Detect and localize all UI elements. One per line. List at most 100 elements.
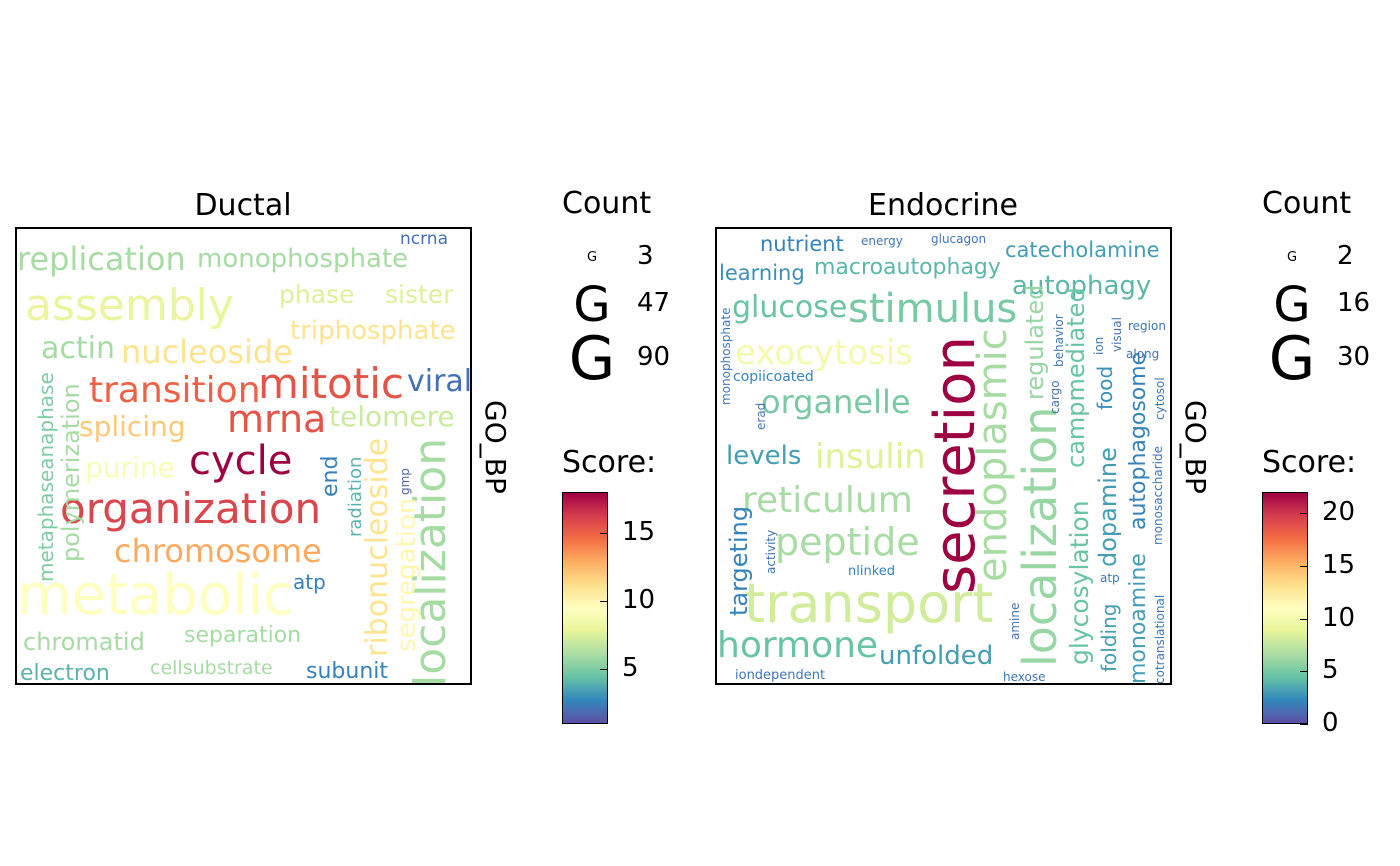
colorbar-tick-label: 10 xyxy=(622,585,656,616)
word-glucagon: glucagon xyxy=(931,232,986,246)
score-colorbar-ductal xyxy=(562,492,608,724)
word-mitotic: mitotic xyxy=(258,359,404,408)
word-stimulus: stimulus xyxy=(848,286,1017,332)
word-atp: atp xyxy=(293,570,326,594)
word-monoamine: monoamine xyxy=(1126,553,1151,684)
word-metabolic: metabolic xyxy=(17,563,294,628)
word-catecholamine: catecholamine xyxy=(1005,238,1160,262)
word-organization: organization xyxy=(60,484,321,533)
count-legend-value: 16 xyxy=(1337,288,1371,318)
word-glycosylation: glycosylation xyxy=(1065,500,1094,665)
word-targeting: targeting xyxy=(725,506,753,616)
count-legend-title-ductal: Count xyxy=(562,186,652,221)
count-legend-value: 90 xyxy=(637,342,671,372)
wordcloud-panel-ductal: metabolic organization cycle mitotic assembl… xyxy=(15,227,472,685)
word-macroautophagy: macroautophagy xyxy=(814,255,1001,280)
word-region: region xyxy=(1128,319,1166,333)
word-nutrient: nutrient xyxy=(760,232,844,256)
word-activity: activity xyxy=(764,530,778,574)
word-segregation: segregation xyxy=(392,498,422,652)
word-end: end xyxy=(318,456,343,497)
word-behavior: behavior xyxy=(1052,314,1066,367)
colorbar-tick-label: 0 xyxy=(1322,708,1339,738)
word-mrna: mrna xyxy=(227,397,326,441)
colorbar-tick xyxy=(600,532,608,534)
word-triphosphate: triphosphate xyxy=(290,316,456,346)
word-sister: sister xyxy=(385,280,454,309)
word-gmp: gmp xyxy=(398,468,412,495)
word-radiation: radiation xyxy=(345,457,366,537)
word-copiicoated: copiicoated xyxy=(733,369,814,385)
word-polymerization: polymerization xyxy=(57,383,85,562)
colorbar-tick-label: 15 xyxy=(1322,549,1356,580)
word-exocytosis: exocytosis xyxy=(735,333,913,373)
word-secretion: secretion xyxy=(923,336,988,594)
score-colorbar-endocrine xyxy=(1262,492,1308,724)
word-chromosome: chromosome xyxy=(114,532,322,570)
word-nucleoside: nucleoside xyxy=(121,333,293,371)
word-localization: localization xyxy=(1013,407,1067,667)
word-autophagy: autophagy xyxy=(1012,271,1151,301)
word-ribonucleotide: ribonucleotide xyxy=(471,538,472,667)
count-legend-glyph-large: G xyxy=(1268,324,1316,394)
word-ncrna: ncrna xyxy=(400,229,448,249)
word-cytosol: cytosol xyxy=(1153,377,1167,420)
score-legend-title-ductal: Score: xyxy=(562,445,657,480)
word-dopamine: dopamine xyxy=(1094,447,1122,567)
word-atp: atp xyxy=(1100,571,1120,585)
word-phase: phase xyxy=(279,280,354,309)
word-erad: erad xyxy=(754,403,768,430)
colorbar-tick-label: 5 xyxy=(622,653,639,684)
word-localization: localization xyxy=(405,438,456,685)
word-metaphaseanaphase: metaphaseanaphase xyxy=(34,372,58,582)
word-transport: transport xyxy=(744,572,994,635)
count-legend-glyph-medium: G xyxy=(1273,277,1311,333)
count-legend-glyph-medium: G xyxy=(573,277,611,333)
word-energy: energy xyxy=(861,234,903,248)
word-splicing: splicing xyxy=(79,410,186,443)
word-unfolded: unfolded xyxy=(879,641,993,671)
facet-label-endocrine: GO_BP xyxy=(1179,400,1212,494)
word-hexose: hexose xyxy=(1003,670,1046,684)
word-monosaccharide: monosaccharide xyxy=(1151,446,1165,545)
word-endoplasmic: endoplasmic xyxy=(970,328,1016,582)
colorbar-tick xyxy=(1300,724,1308,725)
word-monophosphate: monophosphate xyxy=(719,308,733,405)
count-legend-title-endocrine: Count xyxy=(1262,186,1352,221)
word-viral: viral xyxy=(407,364,472,399)
word-ribonucleoside: ribonucleoside xyxy=(360,438,395,657)
count-legend-value: 30 xyxy=(1337,342,1371,372)
wordcloud-panel-endocrine: secretion transport localization endoplasmi… xyxy=(715,227,1172,685)
word-cellsubstrate: cellsubstrate xyxy=(150,657,273,679)
colorbar-tick xyxy=(600,601,608,603)
count-legend-glyph-large: G xyxy=(568,324,616,394)
colorbar-tick xyxy=(1300,671,1308,673)
word-replication: replication xyxy=(17,240,186,278)
panel-title-ductal: Ductal xyxy=(194,188,292,223)
word-cycle: cycle xyxy=(189,438,292,484)
word-along: along xyxy=(1126,347,1159,361)
word-food: food xyxy=(1093,366,1117,410)
word-purine: purine xyxy=(85,451,175,484)
word-folding: folding xyxy=(1097,604,1121,672)
score-legend-title-endocrine: Score: xyxy=(1262,445,1357,480)
word-regulated: regulated xyxy=(1021,285,1049,400)
word-visual: visual xyxy=(1110,317,1124,352)
word-hormone: hormone xyxy=(717,625,878,666)
word-assembly: assembly xyxy=(25,280,234,331)
word-autophagosome: autophagosome xyxy=(1126,352,1151,530)
colorbar-tick-label: 20 xyxy=(1322,497,1356,528)
word-actin: actin xyxy=(41,331,115,366)
word-spreading: spreading xyxy=(471,468,472,532)
count-legend-value: 3 xyxy=(637,241,654,271)
word-organelle: organelle xyxy=(761,383,911,421)
word-reticulum: reticulum xyxy=(742,480,913,521)
colorbar-tick xyxy=(1300,565,1308,567)
word-glucose: glucose xyxy=(732,290,847,325)
word-separation: separation xyxy=(184,623,301,648)
colorbar-tick xyxy=(600,669,608,671)
word-nlinked: nlinked xyxy=(848,564,895,579)
